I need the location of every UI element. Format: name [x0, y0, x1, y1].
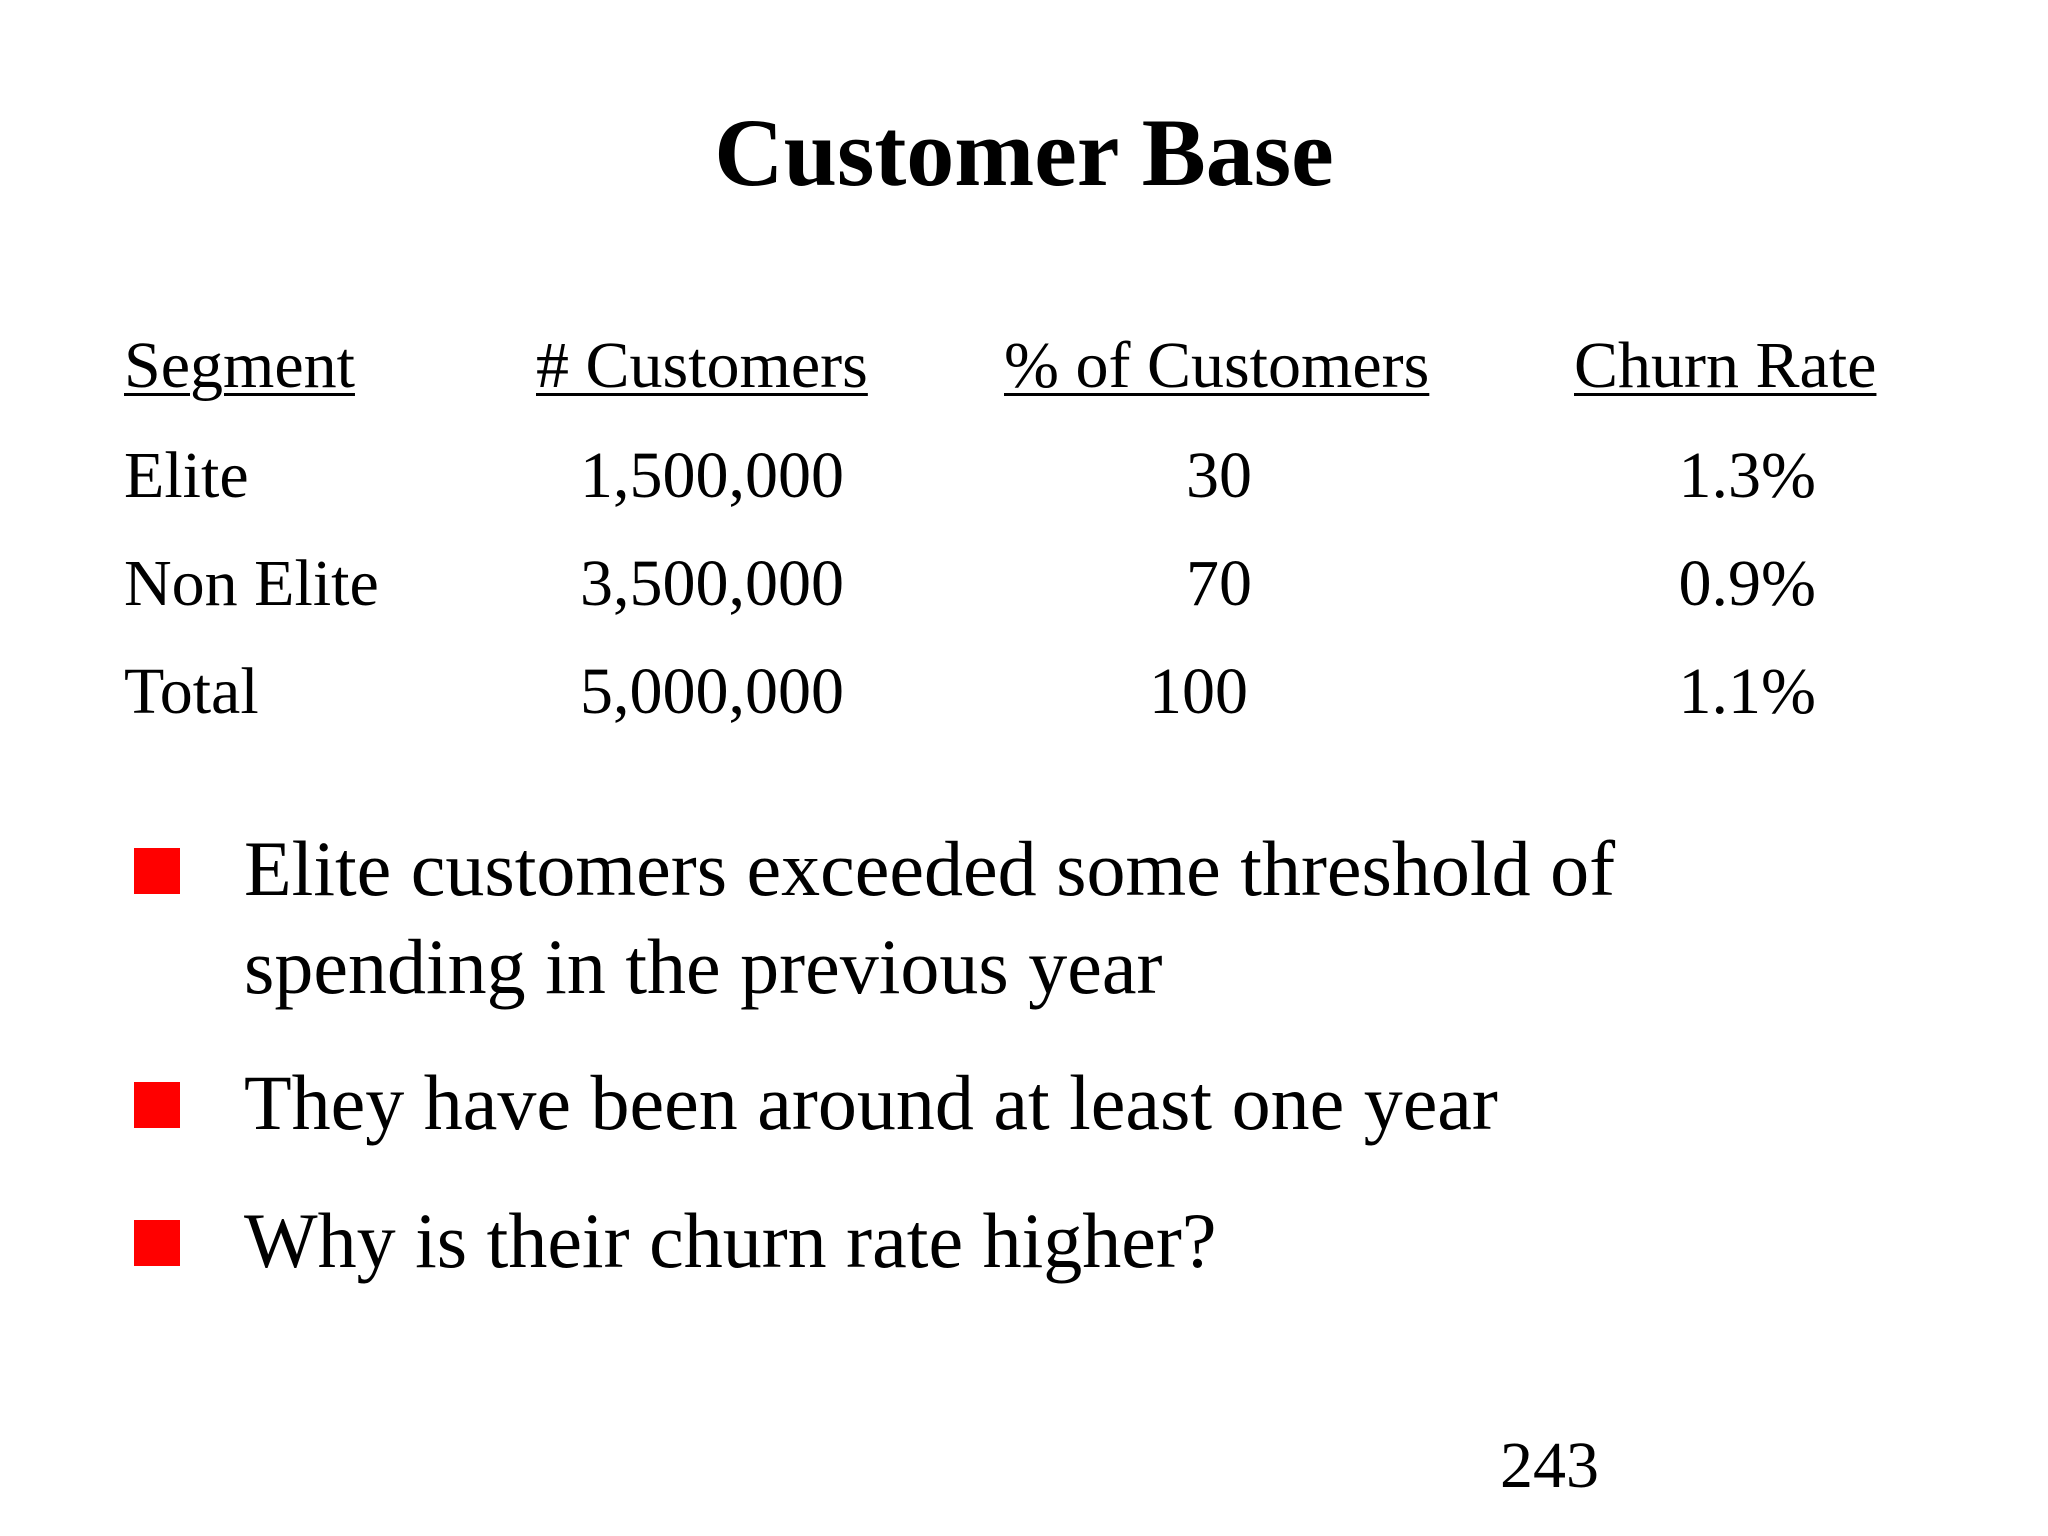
header-percent-customers: % of Customers — [1004, 329, 1430, 402]
row-nonelite-segment: Non Elite — [124, 547, 379, 620]
header-churn-rate: Churn Rate — [1574, 329, 1877, 402]
row-elite-customers: 1,500,000 — [580, 439, 844, 512]
red-square-bullet-icon — [134, 1220, 180, 1266]
row-total-percent: 100 — [1149, 655, 1248, 728]
bullet-text: Why is their churn rate higher? — [244, 1197, 1217, 1284]
bullet-text: They have been around at least one year — [244, 1059, 1498, 1146]
bullet-text: Elite customers exceeded some threshold … — [244, 825, 1616, 1010]
row-nonelite-percent: 70 — [1186, 547, 1252, 620]
row-total-churn: 1.1% — [1678, 655, 1816, 728]
header-segment: Segment — [124, 329, 355, 402]
row-elite-segment: Elite — [124, 439, 249, 512]
row-total-customers: 5,000,000 — [580, 655, 844, 728]
slide-title: Customer Base — [714, 99, 1334, 206]
row-elite-churn: 1.3% — [1678, 439, 1816, 512]
row-elite-percent: 30 — [1186, 439, 1252, 512]
header-customers: # Customers — [536, 329, 868, 402]
row-nonelite-churn: 0.9% — [1678, 547, 1816, 620]
row-nonelite-customers: 3,500,000 — [580, 547, 844, 620]
red-square-bullet-icon — [134, 848, 180, 894]
page-number: 243 — [1500, 1429, 1599, 1502]
row-total-segment: Total — [124, 655, 259, 728]
red-square-bullet-icon — [134, 1082, 180, 1128]
